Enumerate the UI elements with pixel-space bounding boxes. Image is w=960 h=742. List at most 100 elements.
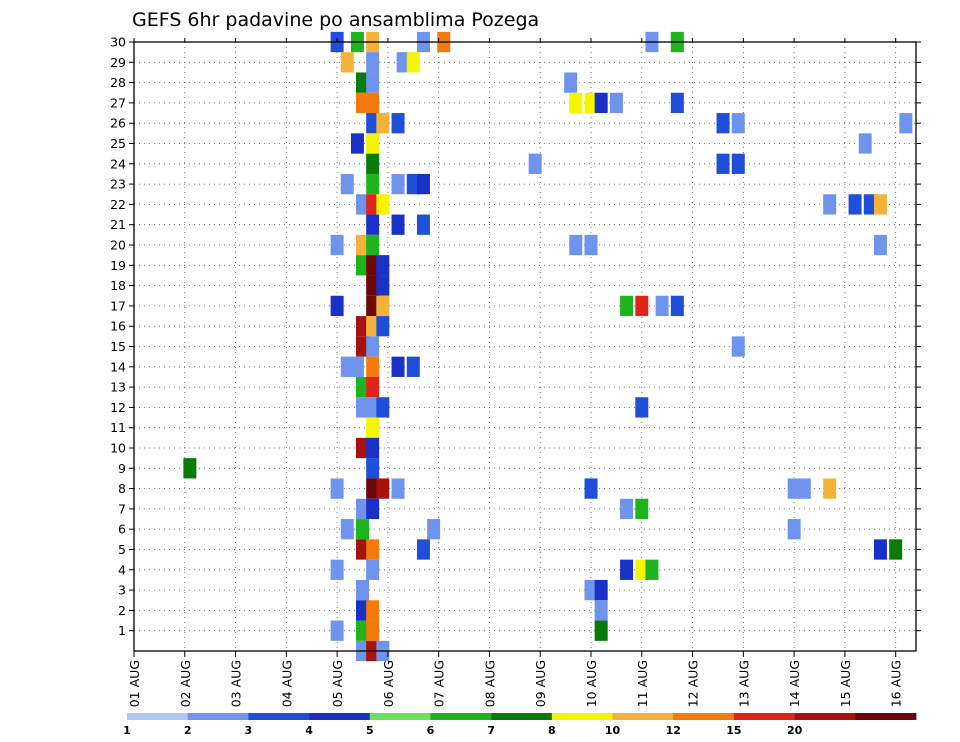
x-tick-label: 12 AUG [686, 660, 701, 707]
heatmap-cell [716, 153, 730, 174]
colorbar-swatch [733, 713, 796, 720]
y-tick-label: 21 [110, 217, 126, 232]
y-tick-label: 18 [110, 278, 126, 293]
heatmap-cell [356, 194, 370, 215]
chart-title: GEFS 6hr padavine po ansamblima Pozega [132, 9, 539, 31]
heatmap-cell [670, 295, 684, 317]
heatmap-cell [356, 437, 370, 459]
x-tick-label: 15 AUG [838, 660, 853, 707]
x-tick-label: 16 AUG [889, 660, 904, 707]
colorbar-swatch [551, 713, 613, 720]
x-tick-label: 09 AUG [533, 660, 548, 707]
heatmap-cell [376, 255, 390, 276]
heatmap-cell [670, 92, 684, 114]
x-tick-label: 01 AUG [127, 660, 142, 707]
heatmap-cell [391, 356, 405, 377]
heatmap-cell [376, 295, 390, 317]
y-tick-label: 19 [110, 258, 126, 273]
y-axis: 1234567891011121314151617181920212223242… [110, 35, 921, 638]
y-tick-label: 28 [110, 75, 126, 90]
colorbar-label: 1 [123, 724, 131, 737]
colorbar-swatch [794, 713, 856, 720]
y-tick-label: 15 [110, 339, 126, 354]
heatmap-cell [609, 92, 623, 114]
heatmap-cell [848, 194, 862, 215]
y-tick-label: 22 [110, 197, 126, 212]
heatmap-cell [330, 478, 344, 499]
heatmap-cell [584, 579, 598, 601]
heatmap-cell [569, 92, 583, 114]
heatmap-cell [356, 600, 370, 621]
x-tick-label: 08 AUG [482, 660, 497, 707]
heatmap-cell [584, 234, 598, 256]
heatmap-cell [528, 153, 542, 174]
heatmap-cell [356, 519, 370, 540]
heatmap-cell [376, 275, 390, 296]
heatmap-cell [366, 133, 380, 154]
heatmap-cell [635, 397, 649, 418]
y-tick-label: 12 [110, 400, 126, 415]
heatmap-cell [391, 478, 405, 499]
y-tick-label: 14 [110, 359, 126, 374]
colorbar-label: 4 [305, 724, 313, 737]
heatmap-cell [340, 519, 354, 540]
heatmap-cell [635, 295, 649, 317]
y-tick-label: 4 [118, 562, 126, 577]
heatmap-cell [350, 356, 364, 377]
colorbar-label: 5 [366, 724, 374, 737]
heatmap-cell [731, 336, 745, 357]
colorbar-label: 3 [245, 724, 253, 737]
heatmap-cell [731, 113, 745, 134]
heatmap-cell [787, 478, 801, 499]
heatmap-cell [366, 153, 380, 174]
heatmap-cell [356, 72, 370, 93]
heatmap-cell [873, 194, 887, 215]
heatmap-cell [330, 295, 344, 317]
x-tick-label: 04 AUG [279, 660, 294, 707]
heatmap-cell [635, 559, 649, 580]
heatmap-cell [366, 194, 380, 215]
heatmap-cell [823, 478, 837, 499]
heatmap-cell [564, 72, 578, 93]
x-tick-label: 11 AUG [635, 660, 650, 707]
heatmap-cell [330, 559, 344, 580]
colorbar-swatch [430, 713, 492, 720]
heatmap-cell [584, 92, 598, 114]
heatmap-cell [584, 478, 598, 499]
heatmap-cell [366, 478, 380, 499]
heatmap-cell [366, 559, 380, 580]
y-tick-label: 24 [110, 156, 126, 171]
colorbar-label: 2 [184, 724, 192, 737]
heatmap-cell [356, 234, 370, 256]
y-tick-label: 29 [110, 55, 126, 70]
colorbar-label: 15 [726, 724, 741, 737]
y-tick-label: 17 [110, 298, 126, 313]
y-tick-label: 2 [118, 603, 126, 618]
colorbar-swatch [491, 713, 553, 720]
heatmap-cell [873, 234, 887, 256]
heatmap-cell [787, 519, 801, 540]
heatmap-cell [366, 417, 380, 438]
heatmap-cell [366, 234, 380, 256]
heatmap-cell [330, 234, 344, 256]
y-tick-label: 8 [118, 481, 126, 496]
heatmap-cell [731, 153, 745, 174]
heatmap-cell [376, 316, 390, 337]
x-axis: 01 AUG 02 AUG 03 AUG 04 AUG 05 AUG 06 AUG 07 A… [127, 38, 904, 707]
x-tick-label: 06 AUG [381, 660, 396, 707]
heatmap-cell [366, 72, 380, 93]
heatmap-cell [594, 579, 608, 601]
heatmap-cell [635, 498, 649, 520]
y-tick-label: 5 [118, 542, 126, 557]
colorbar-swatch [855, 713, 917, 720]
heatmap-cell [340, 173, 354, 195]
colorbar-swatch [187, 713, 249, 720]
heatmap-cell [366, 356, 380, 377]
heatmap-cell [406, 173, 420, 195]
heatmap-cell [366, 336, 380, 357]
heatmap-cell [376, 478, 390, 499]
y-tick-label: 1 [118, 623, 126, 638]
heatmap-cell [356, 376, 370, 398]
heatmap-cell [366, 620, 380, 641]
colorbar-swatch [612, 713, 674, 720]
